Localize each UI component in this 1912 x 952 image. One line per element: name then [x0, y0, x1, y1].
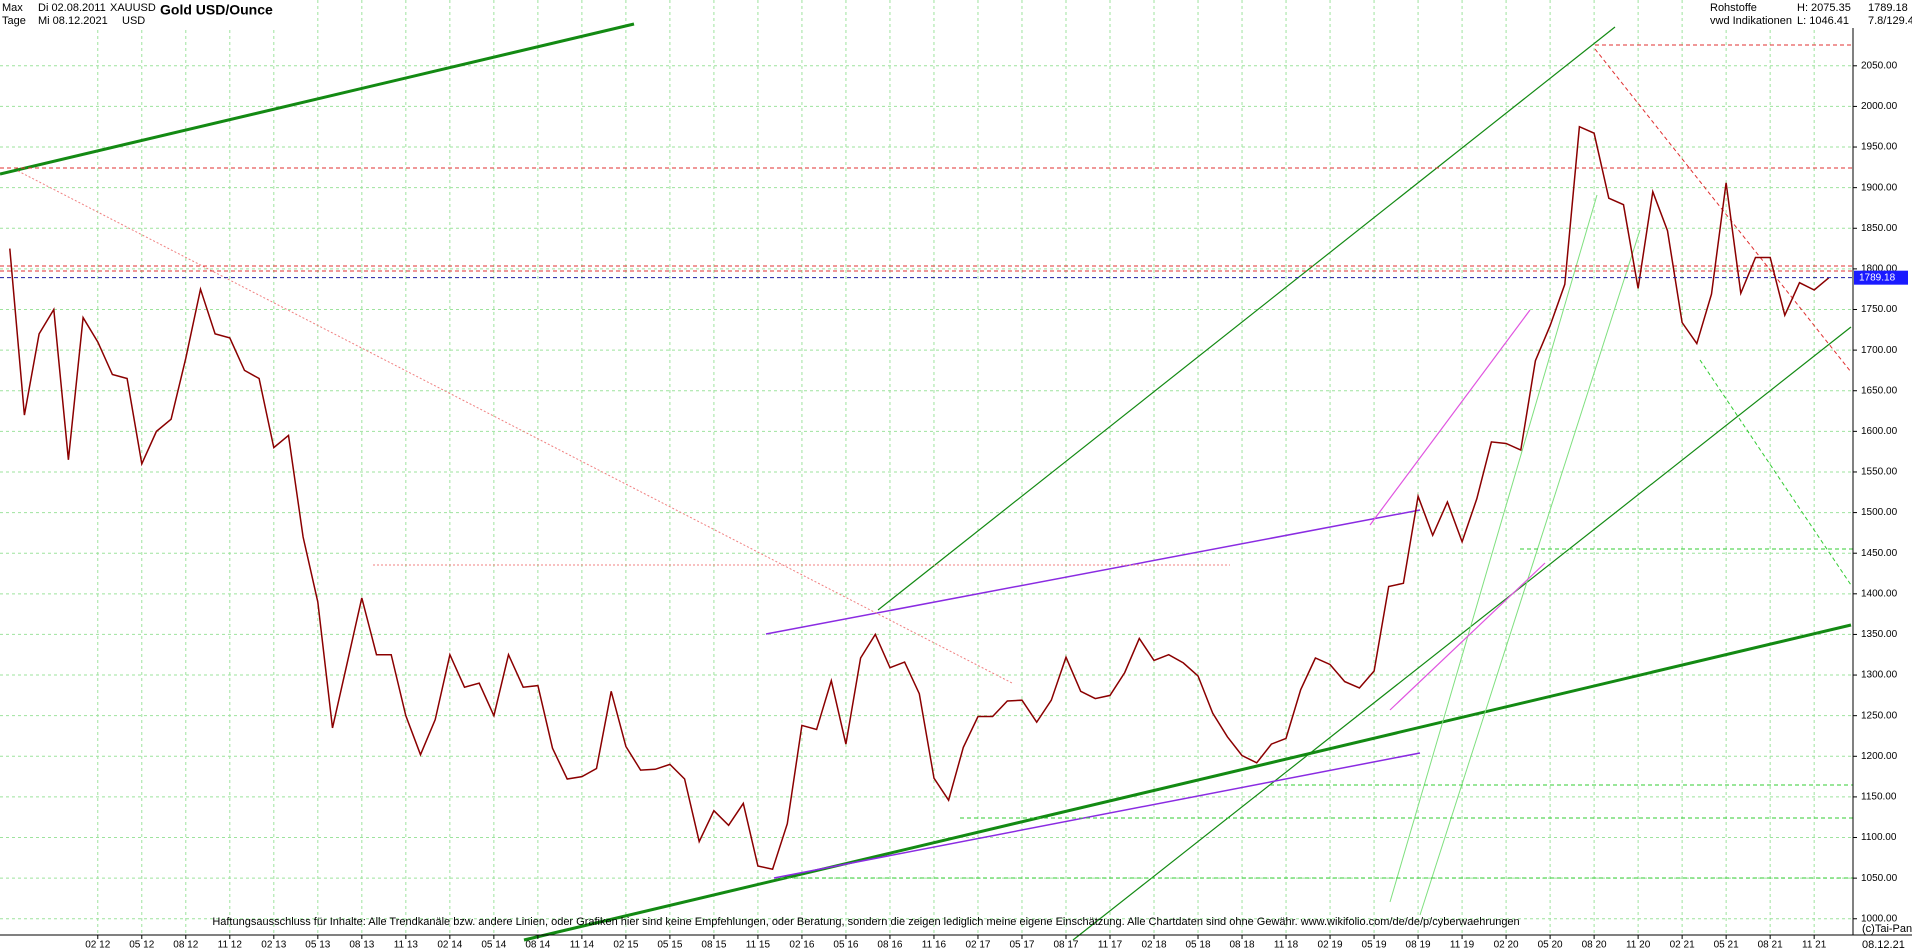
y-tick-label: 1850.00: [1861, 223, 1898, 234]
x-tick-label: 05 17: [1009, 940, 1034, 951]
y-tick-label: 1450.00: [1861, 548, 1898, 559]
y-tick-label: 1100.00: [1861, 832, 1897, 843]
x-tick-label: 02 20: [1494, 940, 1519, 951]
y-tick-label: 1350.00: [1861, 629, 1898, 640]
x-tick-label: 11 20: [1626, 940, 1651, 951]
x-tick-label: 02 14: [437, 940, 462, 951]
ratio: 7.8/129.43: [1868, 15, 1912, 27]
x-tick-label: 08 19: [1406, 940, 1431, 951]
y-tick-label: 1650.00: [1861, 385, 1898, 396]
price-line: [9, 125, 1830, 871]
source: vwd Indikationen: [1710, 15, 1792, 27]
chart-title: Gold USD/Ounce: [160, 2, 273, 18]
trend-line: [523, 623, 1852, 942]
x-tick-label: 05 12: [129, 940, 154, 951]
x-tick-label: 05 20: [1538, 940, 1563, 951]
trend-line: [1699, 359, 1852, 586]
y-tick-label: 1000.00: [1861, 913, 1898, 924]
x-tick-label: 08 13: [349, 940, 374, 951]
x-tick-label: 02 17: [965, 940, 990, 951]
to-date: Mi 08.12.2021: [38, 15, 108, 27]
plot: [9, 125, 1830, 871]
x-tick-label: 08 14: [525, 940, 550, 951]
x-tick-label: 11 21: [1802, 940, 1827, 951]
y-tick-label: 1600.00: [1861, 426, 1898, 437]
trend-line: [765, 509, 1421, 635]
y-tick-label: 1700.00: [1861, 345, 1898, 356]
end-date: 08.12.21: [1862, 939, 1905, 951]
x-tick-label: 05 15: [657, 940, 682, 951]
symbol: XAUUSD: [110, 2, 156, 14]
trend-line: [877, 26, 1616, 611]
copyright: (c)Tai-Pan: [1862, 923, 1912, 935]
y-tick-label: 1950.00: [1861, 142, 1898, 153]
trend-line: [773, 752, 1421, 879]
x-tick-label: 02 15: [613, 940, 638, 951]
y-tick-label: 1750.00: [1861, 304, 1898, 315]
x-tick-label: 05 19: [1362, 940, 1387, 951]
trend-line: [1369, 309, 1531, 526]
info-box: [1700, 0, 1912, 28]
grid: [0, 0, 1853, 935]
x-tick-label: 11 13: [394, 940, 419, 951]
x-tick-label: 05 14: [481, 940, 506, 951]
x-tick-label: 05 13: [305, 940, 330, 951]
y-tick-label: 1200.00: [1861, 751, 1898, 762]
x-tick-label: 08 16: [877, 940, 902, 951]
x-tick-label: 02 13: [261, 940, 286, 951]
x-tick-label: 11 18: [1274, 940, 1299, 951]
x-tick-label: 08 18: [1230, 940, 1255, 951]
last-price-box: [1854, 270, 1908, 285]
from-date: Di 02.08.2011: [38, 2, 106, 14]
y-tick-label: 2000.00: [1861, 101, 1898, 112]
x-tick-label: 05 16: [833, 940, 858, 951]
y-tick-label: 2050.00: [1861, 60, 1898, 71]
low: L: 1046.41: [1797, 15, 1849, 27]
y-tick-label: 1550.00: [1861, 467, 1898, 478]
last-price-label: 1789.18: [1859, 272, 1896, 283]
y-tick-label: 1400.00: [1861, 588, 1898, 599]
x-tick-label: 11 19: [1450, 940, 1475, 951]
group: Rohstoffe: [1710, 2, 1757, 14]
x-tick-label: 02 21: [1670, 940, 1695, 951]
x-tick-label: 08 21: [1758, 940, 1783, 951]
disclaimer: Haftungsausschluss für Inhalte: Alle Tre…: [212, 916, 1519, 928]
trend-line: [1389, 562, 1546, 711]
interval: Tage: [2, 15, 26, 27]
trend-line: [1419, 229, 1641, 916]
x-tick-label: 02 16: [789, 940, 814, 951]
currency: USD: [122, 15, 145, 27]
x-tick-label: 11 17: [1098, 940, 1123, 951]
y-tick-label: 1500.00: [1861, 507, 1898, 518]
y-tick-label: 1150.00: [1861, 792, 1897, 803]
range: Max: [2, 2, 23, 14]
x-tick-label: 02 19: [1318, 940, 1343, 951]
high: H: 2075.35: [1797, 2, 1851, 14]
x-tick-label: 02 18: [1141, 940, 1166, 951]
x-tick-label: 08 20: [1582, 940, 1607, 951]
y-tick-label: 1050.00: [1861, 873, 1898, 884]
trend-line: [1072, 326, 1852, 941]
x-tick-label: 11 16: [922, 940, 947, 951]
header-box: [0, 0, 300, 28]
x-tick-label: 05 21: [1714, 940, 1739, 951]
x-tick-label: 02 12: [85, 940, 110, 951]
x-tick-label: 11 14: [570, 940, 595, 951]
y-tick-label: 1300.00: [1861, 670, 1898, 681]
x-tick-label: 08 15: [701, 940, 726, 951]
x-tick-label: 05 18: [1186, 940, 1211, 951]
y-tick-label: 1900.00: [1861, 182, 1898, 193]
trend-line: [1389, 194, 1598, 903]
x-tick-label: 08 17: [1053, 940, 1078, 951]
x-tick-label: 08 12: [173, 940, 198, 951]
trend-lines: [0, 22, 1853, 942]
y-tick-label: 1250.00: [1861, 710, 1898, 721]
last: 1789.18: [1868, 2, 1908, 14]
trend-line: [0, 22, 635, 176]
x-tick-label: 11 15: [746, 940, 771, 951]
y-tick-label: 1800.00: [1861, 264, 1898, 275]
x-tick-label: 11 12: [218, 940, 243, 951]
